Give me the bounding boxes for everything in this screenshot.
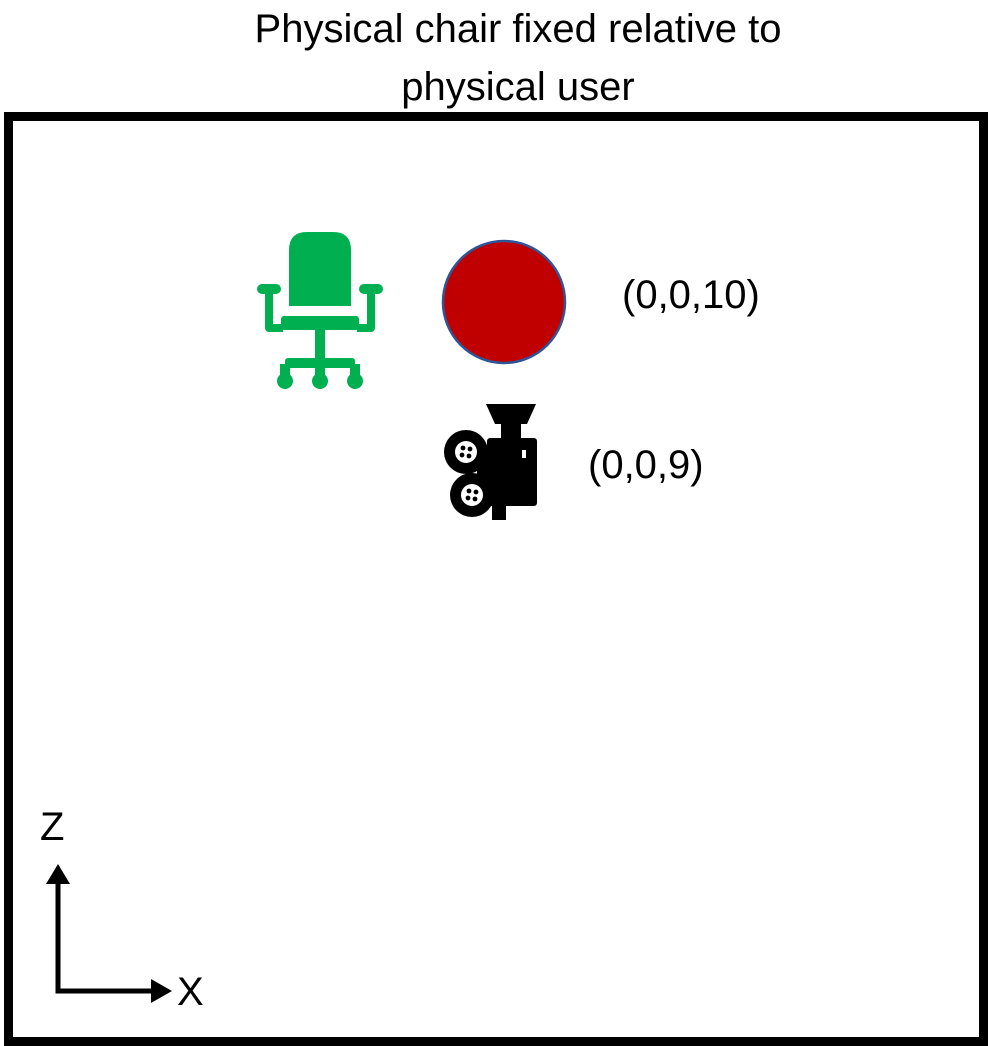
axis-z-label: Z bbox=[40, 805, 65, 849]
scene-frame bbox=[4, 112, 988, 1046]
axis-x-arrowhead bbox=[151, 979, 172, 1003]
axis-z-arrowhead bbox=[46, 864, 70, 884]
diagram-title: Physical chair fixed relative to physica… bbox=[0, 0, 988, 116]
title-line-1: Physical chair fixed relative to bbox=[254, 7, 782, 51]
user-circle bbox=[440, 238, 568, 366]
movie-camera-icon bbox=[443, 402, 539, 522]
axis-x-label: X bbox=[177, 970, 204, 1014]
user-position-label: (0,0,10) bbox=[622, 273, 760, 317]
axis-arrows bbox=[40, 864, 174, 1006]
title-line-2: physical user bbox=[401, 65, 635, 109]
camera-position-label: (0,0,9) bbox=[588, 443, 704, 487]
office-chair-icon bbox=[255, 230, 385, 392]
